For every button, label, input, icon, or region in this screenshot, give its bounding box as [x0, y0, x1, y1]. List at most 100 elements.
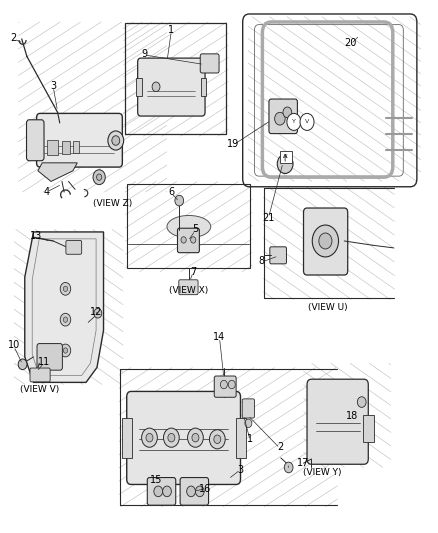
Text: 8: 8 — [258, 256, 264, 266]
Text: 14: 14 — [213, 332, 225, 342]
Circle shape — [277, 155, 292, 173]
Bar — [46, 140, 57, 155]
FancyBboxPatch shape — [177, 228, 199, 253]
Text: 2: 2 — [11, 33, 17, 43]
Text: 9: 9 — [141, 49, 147, 59]
Bar — [62, 141, 70, 154]
Text: 7: 7 — [190, 267, 196, 277]
Circle shape — [283, 107, 291, 118]
FancyBboxPatch shape — [269, 247, 286, 264]
Circle shape — [357, 397, 365, 407]
Bar — [201, 78, 206, 96]
Circle shape — [318, 233, 331, 249]
Text: 5: 5 — [192, 224, 198, 235]
Circle shape — [167, 433, 174, 442]
Polygon shape — [38, 163, 77, 181]
FancyBboxPatch shape — [242, 399, 254, 418]
FancyBboxPatch shape — [280, 151, 291, 164]
Circle shape — [112, 136, 120, 146]
FancyBboxPatch shape — [127, 391, 240, 484]
Circle shape — [228, 380, 235, 389]
Text: 19: 19 — [226, 139, 238, 149]
Circle shape — [63, 286, 67, 292]
Polygon shape — [25, 232, 103, 382]
Circle shape — [299, 114, 313, 131]
Circle shape — [274, 112, 285, 125]
Circle shape — [63, 317, 67, 322]
Bar — [236, 418, 245, 458]
FancyBboxPatch shape — [26, 120, 44, 161]
Text: 6: 6 — [168, 187, 174, 197]
Text: (VIEW Z): (VIEW Z) — [92, 199, 131, 208]
Text: 20: 20 — [344, 38, 356, 48]
Circle shape — [146, 433, 152, 442]
Text: 18: 18 — [345, 411, 357, 422]
Text: (VIEW Y): (VIEW Y) — [302, 469, 341, 477]
FancyBboxPatch shape — [138, 58, 205, 116]
Text: 21: 21 — [262, 213, 274, 223]
Circle shape — [311, 225, 338, 257]
FancyBboxPatch shape — [268, 99, 297, 134]
Text: 3: 3 — [50, 81, 56, 91]
Bar — [73, 141, 79, 153]
Circle shape — [191, 433, 198, 442]
Circle shape — [153, 486, 162, 497]
Ellipse shape — [166, 215, 210, 238]
Circle shape — [187, 428, 203, 447]
Text: (VIEW X): (VIEW X) — [169, 286, 208, 295]
FancyBboxPatch shape — [200, 54, 219, 73]
Text: 16: 16 — [199, 484, 211, 494]
Circle shape — [18, 359, 27, 369]
Text: 1: 1 — [168, 25, 174, 35]
Circle shape — [163, 428, 179, 447]
Text: 1: 1 — [247, 434, 253, 445]
Text: 12: 12 — [90, 306, 102, 317]
Text: 3: 3 — [237, 465, 243, 474]
Circle shape — [284, 462, 292, 473]
Text: 10: 10 — [8, 340, 20, 350]
Circle shape — [286, 114, 300, 131]
Text: V: V — [304, 119, 308, 124]
Circle shape — [94, 309, 102, 318]
Text: 4: 4 — [43, 187, 49, 197]
FancyBboxPatch shape — [30, 368, 50, 382]
Circle shape — [220, 380, 227, 389]
FancyBboxPatch shape — [178, 280, 198, 295]
Circle shape — [174, 195, 183, 206]
Circle shape — [213, 435, 220, 443]
FancyBboxPatch shape — [214, 376, 236, 397]
Bar — [362, 415, 373, 442]
Circle shape — [93, 169, 105, 184]
Text: 13: 13 — [29, 231, 42, 241]
Text: Y: Y — [291, 119, 295, 124]
Text: 15: 15 — [149, 475, 162, 485]
FancyBboxPatch shape — [147, 478, 175, 505]
Text: (VIEW V): (VIEW V) — [21, 385, 60, 394]
Circle shape — [209, 430, 225, 449]
FancyBboxPatch shape — [36, 114, 122, 167]
FancyBboxPatch shape — [37, 344, 62, 370]
Circle shape — [190, 237, 195, 243]
FancyBboxPatch shape — [66, 240, 81, 254]
Circle shape — [186, 486, 195, 497]
Circle shape — [141, 428, 157, 447]
Circle shape — [195, 486, 204, 497]
Bar — [136, 78, 141, 96]
Circle shape — [63, 348, 67, 353]
Text: X: X — [283, 155, 287, 159]
Circle shape — [180, 237, 186, 243]
Text: 11: 11 — [38, 357, 50, 367]
Circle shape — [60, 282, 71, 295]
Text: (VIEW U): (VIEW U) — [307, 303, 347, 312]
Text: 17: 17 — [296, 458, 308, 468]
FancyBboxPatch shape — [303, 208, 347, 275]
Circle shape — [244, 419, 251, 427]
FancyBboxPatch shape — [306, 379, 367, 464]
Text: 2: 2 — [276, 442, 283, 452]
FancyBboxPatch shape — [180, 478, 208, 505]
Bar — [122, 418, 132, 458]
Circle shape — [60, 344, 71, 357]
Circle shape — [60, 313, 71, 326]
Circle shape — [162, 486, 171, 497]
Circle shape — [96, 174, 102, 180]
